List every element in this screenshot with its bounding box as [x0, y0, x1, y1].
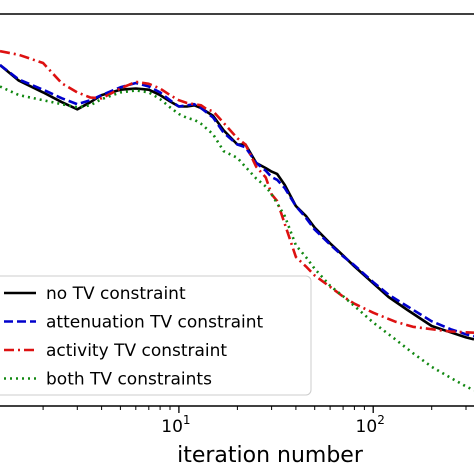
series-line-activity-tv-constraint [0, 49, 474, 334]
series-line-both-tv-constraints [0, 85, 474, 392]
series-line-no-tv-constraint [0, 63, 474, 341]
legend-box [0, 275, 312, 396]
x-axis-label: iteration number [177, 443, 364, 468]
legend: no TV constraint attenuation TV constrain… [0, 275, 312, 396]
x-tick-label-100: 102 [356, 413, 385, 437]
legend-label-no-tv-constraint: no TV constraint [46, 284, 186, 304]
legend-label-both-tv-constraints: both TV constraints [46, 370, 212, 390]
series-layer [0, 49, 474, 392]
legend-label-activity-tv-constraint: activity TV constraint [46, 341, 227, 361]
x-ticks: 101 102 [42, 406, 467, 437]
legend-label-attenuation-tv-constraint: attenuation TV constraint [46, 313, 264, 333]
series-line-attenuation-tv-constraint [0, 63, 474, 338]
x-tick-label-10: 101 [161, 413, 190, 437]
